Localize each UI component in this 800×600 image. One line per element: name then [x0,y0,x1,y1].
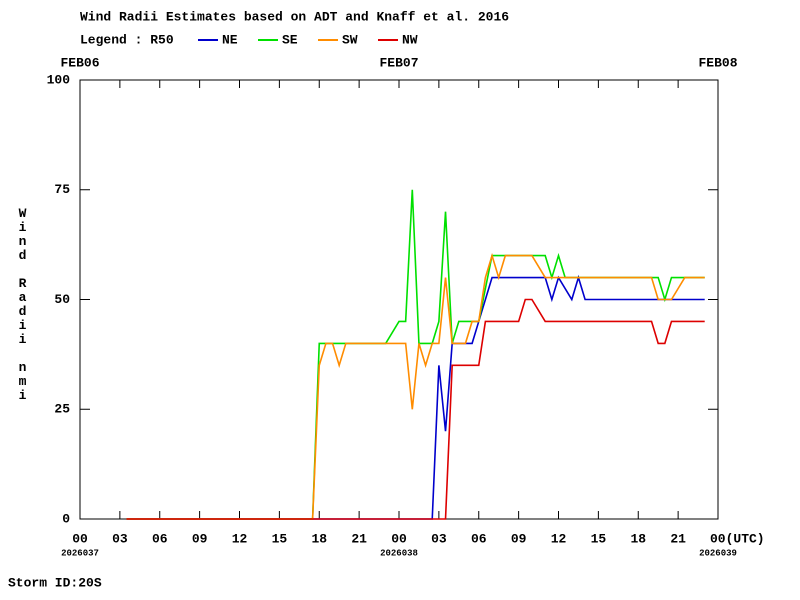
legend-entry: NE [222,32,238,47]
x-tick-label: 18 [630,531,646,546]
x-tick-label: 15 [591,531,607,546]
top-date-label: FEB08 [698,55,737,70]
legend-entry: SE [282,32,298,47]
date-label: 2026039 [699,548,737,558]
series-line [126,274,705,520]
date-label: 2026037 [61,548,99,558]
x-tick-label: 12 [232,531,248,546]
series-line [126,189,705,520]
series-line [126,298,705,520]
x-tick-label: 09 [192,531,208,546]
legend-entry: SW [342,32,358,47]
legend-entry: NW [402,32,418,47]
y-tick-label: 25 [54,402,70,417]
x-tick-label: 06 [471,531,487,546]
date-label: 2026038 [380,548,418,558]
x-tick-label: 00 [391,531,407,546]
legend-label: Legend : R50 [80,32,174,47]
x-tick-label: 03 [431,531,447,546]
series-line [126,252,705,520]
x-tick-label: 18 [311,531,327,546]
x-tick-label: 09 [511,531,527,546]
y-tick-label: 75 [54,182,70,197]
x-tick-label: 00(UTC) [710,531,765,546]
x-tick-label: 15 [272,531,288,546]
x-tick-label: 06 [152,531,168,546]
x-tick-label: 21 [670,531,686,546]
top-date-label: FEB07 [379,55,418,70]
top-date-label: FEB06 [60,55,99,70]
y-axis-label: Wind Radii nmi [15,206,30,402]
footer: Storm ID:20S [8,575,102,590]
x-tick-label: 03 [112,531,128,546]
x-tick-label: 12 [551,531,567,546]
y-tick-label: 100 [47,72,71,87]
chart-title: Wind Radii Estimates based on ADT and Kn… [80,9,509,24]
x-tick-label: 00 [72,531,88,546]
x-tick-label: 21 [351,531,367,546]
y-tick-label: 50 [54,292,70,307]
y-tick-label: 0 [62,511,70,526]
